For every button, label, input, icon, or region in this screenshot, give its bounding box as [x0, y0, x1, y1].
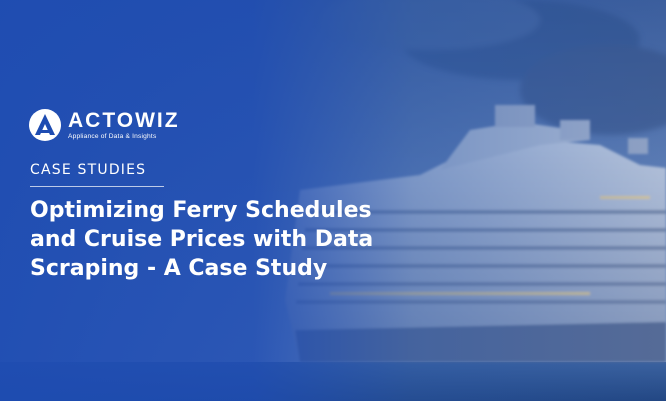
brand-name: ACTOWIZ [68, 108, 180, 132]
actowiz-logo-icon [29, 109, 61, 141]
title-line-2: and Cruise Prices with Data [30, 227, 374, 252]
page-title: Optimizing Ferry Schedules and Cruise Pr… [30, 196, 430, 283]
category-divider [30, 186, 164, 187]
brand-text: ACTOWIZ Appliance of Data & Insights [68, 108, 180, 140]
category-label: CASE STUDIES [30, 162, 147, 178]
title-line-1: Optimizing Ferry Schedules [30, 198, 372, 223]
title-line-3: Scraping - A Case Study [30, 256, 328, 281]
brand-tagline: Appliance of Data & Insights [68, 132, 157, 140]
brand-logo[interactable]: ACTOWIZ Appliance of Data & Insights [28, 108, 180, 142]
